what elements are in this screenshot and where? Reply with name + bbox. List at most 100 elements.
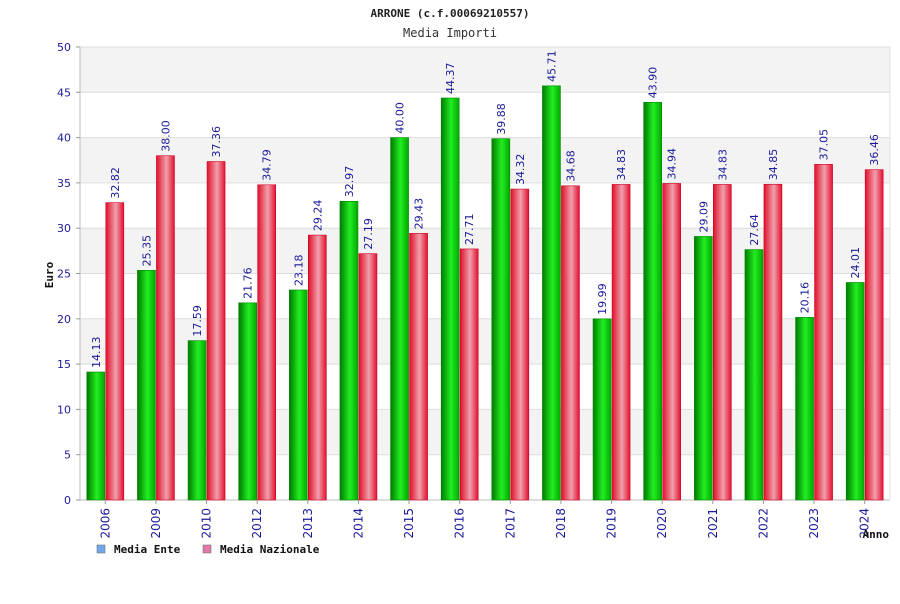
bar-media-ente [542,85,561,501]
bar-media-ente [491,138,511,501]
data-label-media-nazionale: 37.36 [210,126,223,158]
legend-label-media-ente: Media Ente [114,543,181,556]
y-tick-label: 0 [64,494,71,507]
y-tick-label: 10 [57,403,71,416]
legend-label-media-nazionale: Media Nazionale [220,543,320,556]
bar-media-nazionale [510,188,530,501]
bar-media-nazionale [662,183,681,501]
x-tick-label: 2023 [807,508,821,539]
bar-media-nazionale [814,164,833,501]
x-tick-label: 2024 [858,508,872,539]
y-tick-label: 45 [57,86,71,99]
bar-media-ente [643,101,662,501]
bar-media-nazionale [206,161,226,501]
data-label-media-ente: 20.16 [799,282,812,314]
bar-media-ente [339,200,359,501]
x-tick-label: 2006 [98,508,112,539]
x-tick-label: 2013 [301,508,315,539]
legend: Media Ente Media Nazionale [96,543,320,556]
bar-media-ente [238,302,257,501]
bar-media-ente [289,289,308,501]
y-axis-title: Euro [43,261,56,288]
data-label-media-ente: 45.71 [545,50,558,82]
bar-media-ente [795,317,814,501]
data-label-media-ente: 25.35 [140,235,153,267]
data-label-media-nazionale: 34.68 [564,150,577,182]
bar-media-nazionale [611,184,631,501]
data-label-media-nazionale: 27.71 [463,213,476,245]
data-label-media-nazionale: 32.82 [109,167,122,199]
bar-media-nazionale [105,202,125,501]
bar-media-nazionale [358,253,378,501]
bar-media-ente [845,282,865,501]
x-tick-label: 2016 [453,508,467,539]
x-tick-label: 2017 [503,508,517,539]
x-tick-label: 2019 [605,508,619,539]
data-label-media-ente: 17.59 [191,305,204,337]
bar-media-nazionale [257,184,276,501]
y-tick-label: 15 [57,358,71,371]
data-label-media-ente: 32.97 [343,166,356,198]
bar-media-ente [187,340,207,501]
y-tick-label: 35 [57,177,71,190]
x-axis-title: Anno [863,528,890,541]
data-label-media-ente: 27.64 [748,214,761,246]
bar-media-nazionale [459,248,479,501]
bar-media-ente [744,249,764,501]
data-label-media-nazionale: 34.79 [261,149,274,181]
grid-band [80,47,890,93]
data-label-media-nazionale: 34.83 [716,149,729,181]
data-label-media-nazionale: 29.43 [413,198,426,230]
data-label-media-ente: 29.09 [697,201,710,233]
legend-swatch-media-ente [96,544,106,554]
data-label-media-nazionale: 34.94 [666,148,679,180]
bar-media-ente [694,236,713,501]
legend-swatch-media-nazionale [202,544,212,554]
x-tick-label: 2022 [756,508,770,539]
bar-media-ente [440,97,460,501]
data-label-media-nazionale: 29.24 [311,200,324,232]
data-label-media-ente: 23.18 [292,254,305,286]
y-tick-label: 20 [57,313,71,326]
bar-media-nazionale [409,233,428,501]
data-label-media-nazionale: 34.32 [514,154,527,186]
data-label-media-nazionale: 37.05 [818,129,831,161]
bar-media-nazionale [763,183,783,501]
data-label-media-nazionale: 27.19 [362,218,375,250]
x-tick-label: 2012 [250,508,264,539]
grid-band [80,92,890,138]
y-tick-label: 25 [57,268,71,281]
x-tick-label: 2020 [655,508,669,539]
x-tick-label: 2021 [706,508,720,539]
y-tick-label: 50 [57,41,71,54]
chart-subtitle: Media Importi [403,26,497,40]
data-label-media-ente: 44.37 [444,63,457,95]
bar-media-ente [592,318,612,501]
data-label-media-nazionale: 34.85 [767,149,780,181]
x-tick-label: 2009 [149,508,163,539]
data-label-media-ente: 39.88 [495,103,508,135]
bar-media-nazionale [713,184,732,501]
bar-media-ente [86,371,106,501]
bar-media-ente [390,137,409,501]
data-label-media-ente: 43.90 [647,67,660,99]
data-label-media-nazionale: 38.00 [159,120,172,152]
data-label-media-nazionale: 34.83 [615,149,628,181]
data-label-media-ente: 24.01 [849,247,862,279]
data-label-media-nazionale: 36.46 [868,134,881,166]
bar-media-nazionale [308,234,327,501]
data-label-media-ente: 21.76 [242,267,255,299]
x-tick-label: 2015 [402,508,416,539]
x-tick-label: 2014 [351,508,365,539]
y-tick-label: 30 [57,222,71,235]
y-tick-label: 5 [64,449,71,462]
y-tick-label: 40 [57,132,71,145]
data-label-media-ente: 40.00 [394,102,407,134]
chart-title: ARRONE (c.f.00069210557) [371,7,530,20]
x-tick-label: 2010 [200,508,214,539]
data-label-media-ente: 19.99 [596,283,609,315]
bar-media-ente [137,270,156,501]
bar-media-nazionale [156,155,175,501]
